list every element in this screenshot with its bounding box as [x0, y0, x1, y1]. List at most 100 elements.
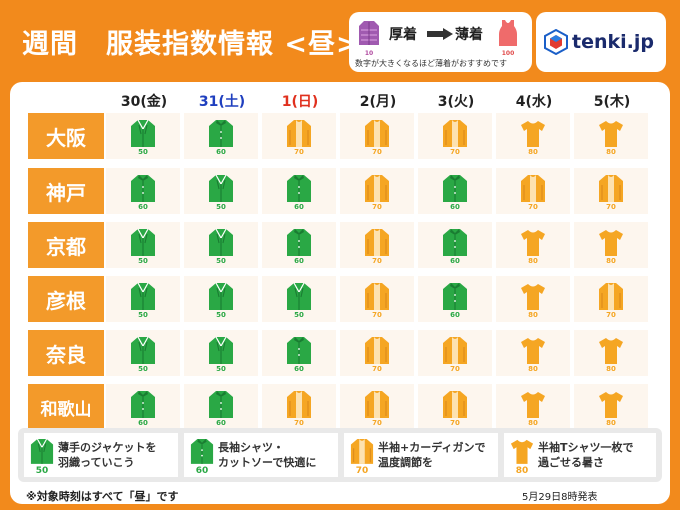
tshirt-icon — [521, 338, 545, 364]
cardigan-icon — [443, 337, 467, 364]
page-title: 週間 服装指数情報 <昼> — [22, 29, 360, 60]
index-value: 80 — [528, 311, 538, 319]
index-value: 80 — [528, 148, 538, 156]
index-value: 70 — [606, 311, 616, 319]
index-cell: 60 — [184, 384, 258, 430]
clothing-legend-text: 長袖シャツ・カットソーで快適に — [218, 440, 316, 470]
index-cell: 50 — [184, 222, 258, 268]
index-cell: 50 — [106, 222, 180, 268]
day-header: 1(日) — [281, 94, 319, 110]
cardigan-icon — [599, 175, 623, 202]
tshirt-icon — [599, 338, 623, 364]
index-value: 80 — [606, 257, 616, 265]
index-value: 60 — [450, 203, 460, 211]
shirt-icon — [190, 439, 214, 464]
index-cell: 70 — [418, 384, 492, 430]
cardigan-icon — [521, 175, 545, 202]
cardigan-icon — [365, 391, 389, 418]
logo-text: tenki.jp — [572, 31, 654, 53]
index-value: 60 — [294, 365, 304, 373]
footnote: ※対象時刻はすべて「昼」です — [26, 490, 179, 503]
index-value: 50 — [294, 311, 304, 319]
tank-top-icon — [499, 20, 517, 46]
index-value: 80 — [606, 419, 616, 427]
index-value: 80 — [528, 419, 538, 427]
index-value: 60 — [450, 311, 460, 319]
clothing-legend-value: 80 — [515, 466, 529, 476]
cardigan-icon — [599, 283, 623, 310]
index-value: 80 — [606, 365, 616, 373]
legend-heavy-label: 厚着 — [389, 27, 417, 43]
day-header: 31(土) — [198, 94, 246, 110]
jacket-icon — [209, 282, 233, 310]
cardigan-icon — [287, 391, 311, 418]
index-value: 60 — [450, 257, 460, 265]
index-legend: 10 厚着 薄着 100 数字が大きくなるほど薄着がおすすめです — [349, 12, 532, 72]
day-header: 2(月) — [359, 94, 397, 110]
index-cell: 80 — [496, 113, 570, 159]
clothing-legend-item: 60 長袖シャツ・ カットソーで快適に — [184, 433, 338, 477]
index-cell: 70 — [418, 330, 492, 376]
index-cell: 60 — [418, 276, 492, 322]
index-cell: 80 — [574, 113, 648, 159]
index-value: 70 — [450, 148, 460, 156]
index-cell: 80 — [496, 222, 570, 268]
index-value: 60 — [294, 203, 304, 211]
index-value: 50 — [138, 148, 148, 156]
clothing-legend-line1: 薄手のジャケットを — [58, 441, 157, 454]
shirt-icon — [209, 391, 233, 418]
index-cell: 70 — [340, 330, 414, 376]
cardigan-icon — [365, 283, 389, 310]
index-cell: 60 — [184, 113, 258, 159]
jacket-icon — [209, 228, 233, 256]
index-value: 80 — [528, 365, 538, 373]
index-cell: 60 — [106, 384, 180, 430]
day-header: 3(火) — [437, 94, 475, 110]
cardigan-icon — [365, 337, 389, 364]
index-value: 60 — [138, 203, 148, 211]
index-value: 70 — [372, 311, 382, 319]
clothing-legend-line1: 長袖シャツ・ — [218, 441, 284, 454]
city-label: 大阪 — [28, 113, 104, 159]
shirt-icon — [287, 229, 311, 256]
tshirt-icon — [599, 121, 623, 147]
day-header: 30(金) — [120, 94, 168, 110]
clothing-legend-line2: カットソーで快適に — [218, 456, 317, 469]
tshirt-icon — [521, 230, 545, 256]
index-cell: 80 — [574, 330, 648, 376]
clothing-legend-line1: 半袖Tシャツ一枚で — [538, 441, 634, 454]
index-value: 60 — [216, 148, 226, 156]
legend-light-label: 薄着 — [455, 27, 483, 43]
cardigan-icon — [365, 120, 389, 147]
index-cell: 80 — [496, 330, 570, 376]
city-label: 神戸 — [28, 168, 104, 214]
tshirt-icon — [599, 230, 623, 256]
shirt-icon — [287, 175, 311, 202]
clothing-legend-value: 70 — [355, 466, 369, 476]
city-label: 彦根 — [28, 276, 104, 322]
index-value: 60 — [216, 419, 226, 427]
index-cell: 70 — [574, 168, 648, 214]
index-cell: 60 — [418, 222, 492, 268]
cardigan-icon — [365, 175, 389, 202]
jacket-icon — [131, 282, 155, 310]
jacket-icon — [209, 174, 233, 202]
index-cell: 70 — [574, 276, 648, 322]
jacket-icon — [131, 228, 155, 256]
index-cell: 80 — [574, 384, 648, 430]
index-cell: 70 — [496, 168, 570, 214]
city-label: 奈良 — [28, 330, 104, 376]
jacket-icon — [209, 336, 233, 364]
index-value: 50 — [138, 311, 148, 319]
shirt-icon — [287, 337, 311, 364]
clothing-legend: 50 薄手のジャケットを 羽織っていこう 60 長袖シャツ・ カットソーで快適に 70 半… — [18, 428, 662, 482]
index-cell: 60 — [418, 168, 492, 214]
cardigan-icon — [350, 439, 374, 464]
tshirt-icon — [510, 439, 534, 464]
index-value: 70 — [294, 148, 304, 156]
index-value: 70 — [372, 257, 382, 265]
index-cell: 70 — [340, 222, 414, 268]
index-cell: 70 — [340, 168, 414, 214]
issued-time: 5月29日8時発表 — [522, 492, 598, 503]
index-cell: 80 — [496, 384, 570, 430]
